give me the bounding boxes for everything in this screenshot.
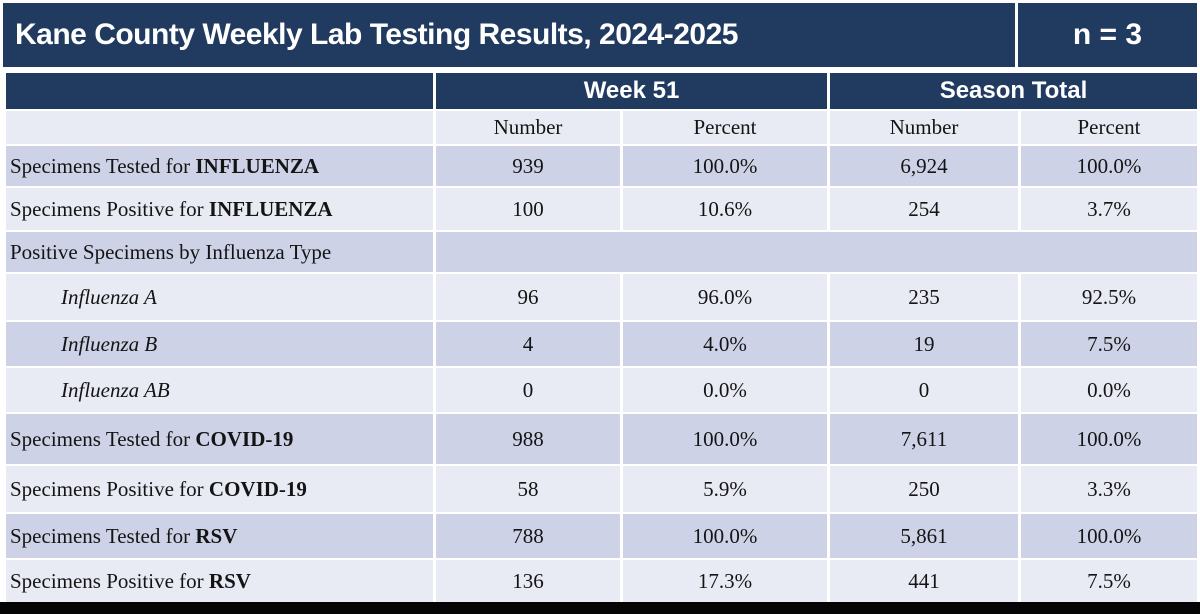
sample-count-badge: n = 3 [1015,3,1197,67]
cell-week-number: 788 [433,512,623,560]
table-row-covid-positive: Specimens Positive for COVID-19 58 5.9% … [3,464,1200,514]
cell-season-percent: 100.0% [1018,512,1200,560]
group-header-spacer [3,71,436,111]
row-label: Specimens Positive for INFLUENZA [3,186,436,232]
lab-results-table: Week 51 Season Total Number Percent Numb… [3,71,1200,604]
cell-week-number: 4 [433,320,623,368]
cell-week-percent: 100.0% [620,512,830,560]
cell-week-number: 96 [433,272,623,322]
table-row-covid-tested: Specimens Tested for COVID-19 988 100.0%… [3,412,1200,466]
cell-week-percent: 100.0% [620,412,830,466]
cell-season-number: 7,611 [827,412,1021,466]
cell-season-percent: 92.5% [1018,272,1200,322]
cell-season-number: 6,924 [827,144,1021,188]
cell-week-number: 136 [433,558,623,604]
row-label: Influenza A [3,272,436,322]
row-label: Specimens Positive for RSV [3,558,436,604]
cell-week-number: 58 [433,464,623,514]
cell-week-percent: 5.9% [620,464,830,514]
table-row-influenza-ab: Influenza AB 0 0.0% 0 0.0% [3,366,1200,414]
table-row-influenza-a: Influenza A 96 96.0% 235 92.5% [3,272,1200,322]
cell-season-percent: 7.5% [1018,558,1200,604]
column-header-season-number: Number [827,109,1021,146]
section-label: Positive Specimens by Influenza Type [3,230,436,274]
bottom-border-bar [0,602,1200,614]
cell-week-percent: 96.0% [620,272,830,322]
cell-week-percent: 100.0% [620,144,830,188]
table-row-rsv-tested: Specimens Tested for RSV 788 100.0% 5,86… [3,512,1200,560]
cell-season-number: 19 [827,320,1021,368]
page-title: Kane County Weekly Lab Testing Results, … [15,18,738,51]
column-header-season-percent: Percent [1018,109,1200,146]
section-empty-cells [433,230,1200,274]
row-label: Specimens Tested for INFLUENZA [3,144,436,188]
column-subheader-row: Number Percent Number Percent [3,109,1200,146]
table-row-rsv-positive: Specimens Positive for RSV 136 17.3% 441… [3,558,1200,604]
cell-season-percent: 100.0% [1018,412,1200,466]
table-row-influenza-tested: Specimens Tested for INFLUENZA 939 100.0… [3,144,1200,188]
cell-season-number: 235 [827,272,1021,322]
cell-week-number: 988 [433,412,623,466]
row-label: Specimens Tested for COVID-19 [3,412,436,466]
cell-season-number: 250 [827,464,1021,514]
cell-week-percent: 17.3% [620,558,830,604]
cell-week-number: 100 [433,186,623,232]
row-label: Influenza AB [3,366,436,414]
column-header-week-percent: Percent [620,109,830,146]
column-header-week-number: Number [433,109,623,146]
cell-season-percent: 3.7% [1018,186,1200,232]
table-row-influenza-type-section: Positive Specimens by Influenza Type [3,230,1200,274]
cell-week-number: 0 [433,366,623,414]
cell-season-percent: 0.0% [1018,366,1200,414]
cell-season-number: 254 [827,186,1021,232]
subheader-spacer [3,109,436,146]
cell-week-number: 939 [433,144,623,188]
table-row-influenza-b: Influenza B 4 4.0% 19 7.5% [3,320,1200,368]
cell-week-percent: 10.6% [620,186,830,232]
row-label: Specimens Positive for COVID-19 [3,464,436,514]
row-label: Specimens Tested for RSV [3,512,436,560]
column-group-week: Week 51 [433,71,830,111]
row-label: Influenza B [3,320,436,368]
column-group-header-row: Week 51 Season Total [3,71,1200,111]
title-bar: Kane County Weekly Lab Testing Results, … [3,3,1197,67]
cell-season-number: 0 [827,366,1021,414]
column-group-season: Season Total [827,71,1200,111]
cell-season-percent: 100.0% [1018,144,1200,188]
cell-season-number: 5,861 [827,512,1021,560]
cell-season-percent: 3.3% [1018,464,1200,514]
cell-season-number: 441 [827,558,1021,604]
cell-week-percent: 0.0% [620,366,830,414]
cell-season-percent: 7.5% [1018,320,1200,368]
cell-week-percent: 4.0% [620,320,830,368]
table-row-influenza-positive: Specimens Positive for INFLUENZA 100 10.… [3,186,1200,232]
